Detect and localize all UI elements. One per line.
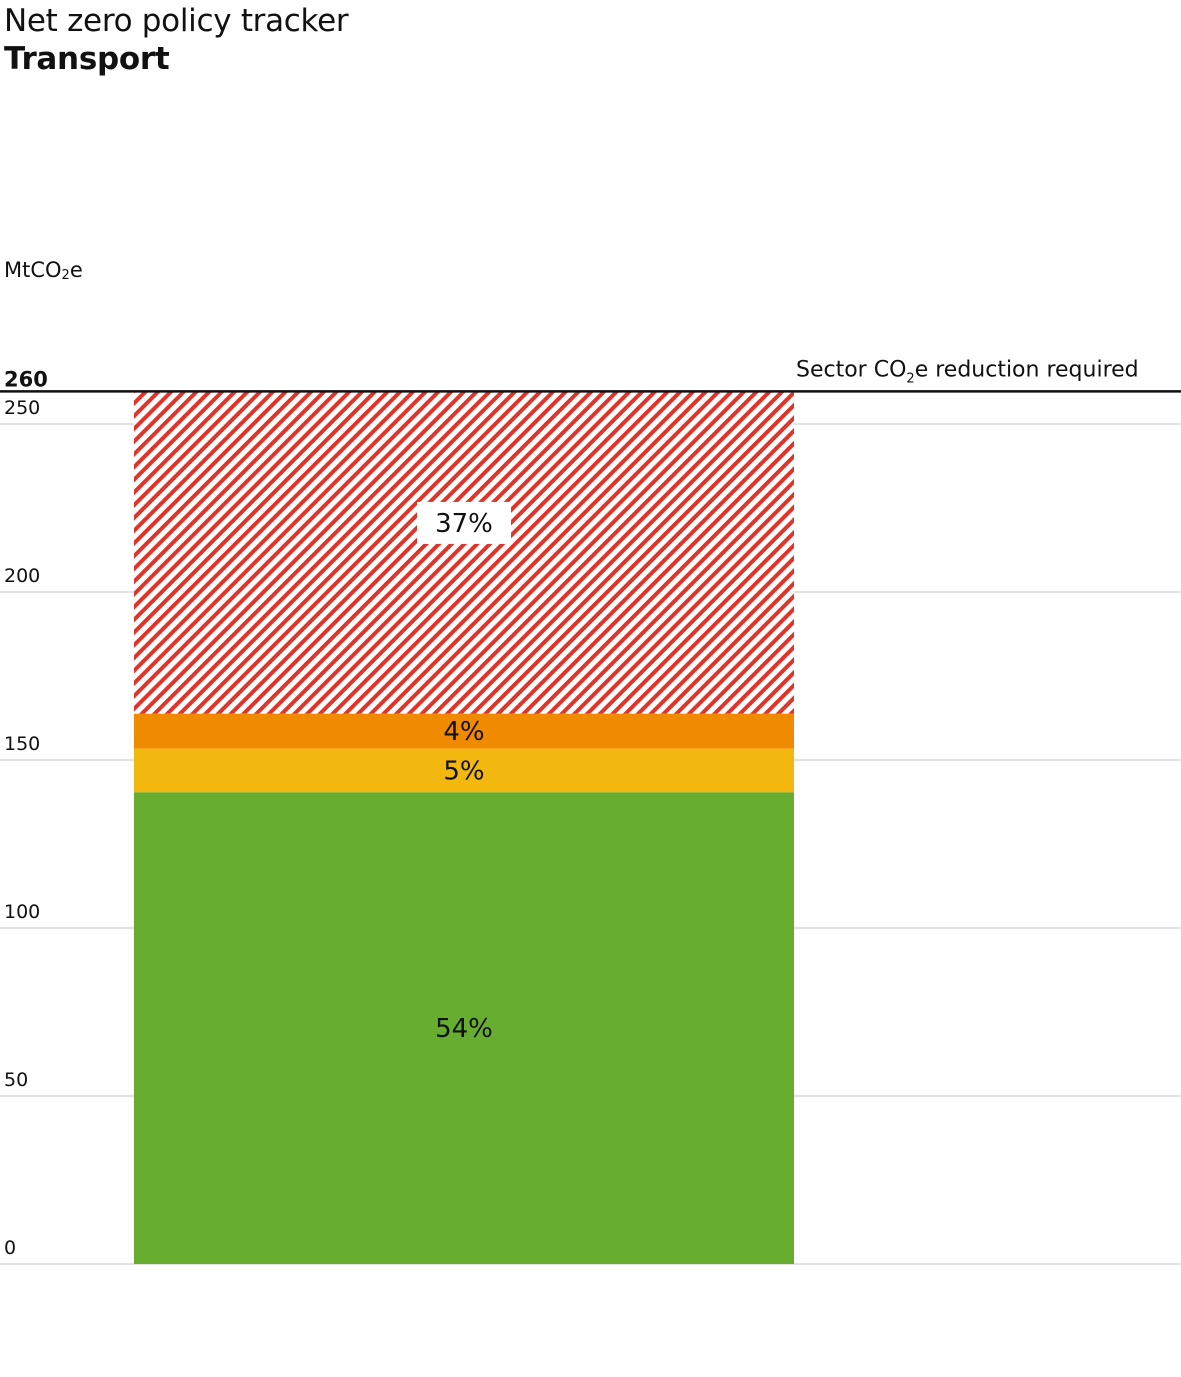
y-tick-label: 150 [4,733,40,755]
y-tick-label: 200 [4,565,40,587]
bar-segment-red-hatched [134,390,794,714]
data-label: 54% [435,1014,493,1044]
reference-value-label: 260 [4,367,48,391]
unit-subscript: 2 [61,268,70,283]
data-label: 4% [443,717,484,747]
data-label-background [417,501,511,544]
y-tick-label: 50 [4,1069,28,1091]
chart-title: Net zero policy tracker [4,3,349,39]
reference-label-suffix: e reduction required [915,357,1139,382]
data-label: 5% [443,756,484,786]
unit-suffix: e [69,258,83,282]
y-tick-label: 100 [4,901,40,923]
chart-subtitle: Transport [4,41,170,77]
reference-description-label: Sector CO2e reduction required [796,357,1139,386]
data-labels: 54% 5% 4% 37% [417,501,511,1044]
reference-label-subscript: 2 [906,371,914,386]
data-label: 37% [435,509,493,539]
y-axis-unit-label: MtCO2e [4,256,83,288]
reference-label-prefix: Sector CO [796,357,906,382]
reference-line-group: 260 Sector CO2e reduction required [0,357,1181,393]
bar-segment-green [134,792,794,1264]
y-tick-label: 250 [4,397,40,419]
bar-segment-yellow [134,748,794,793]
bar-segments [134,390,794,1264]
y-tick-label: 0 [4,1237,16,1259]
unit-prefix: MtCO [4,258,62,282]
bar-segment-orange [134,713,794,749]
